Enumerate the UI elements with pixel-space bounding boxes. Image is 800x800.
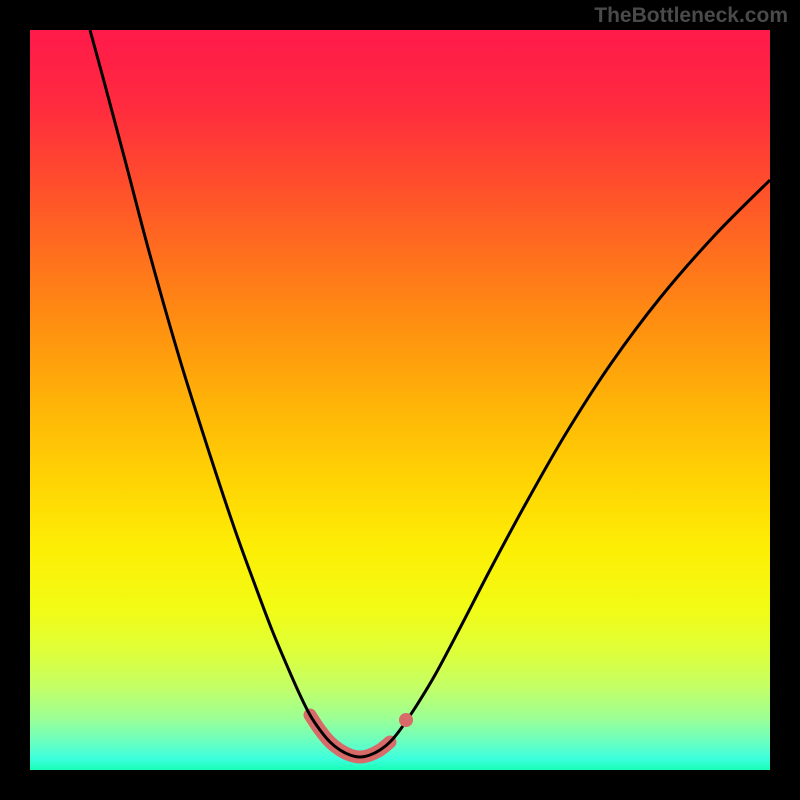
marker-dot [399, 713, 413, 727]
watermark-text: TheBottleneck.com [594, 4, 788, 28]
curve-layer [30, 30, 770, 770]
plot-area [30, 30, 770, 770]
main-curve [90, 30, 770, 757]
